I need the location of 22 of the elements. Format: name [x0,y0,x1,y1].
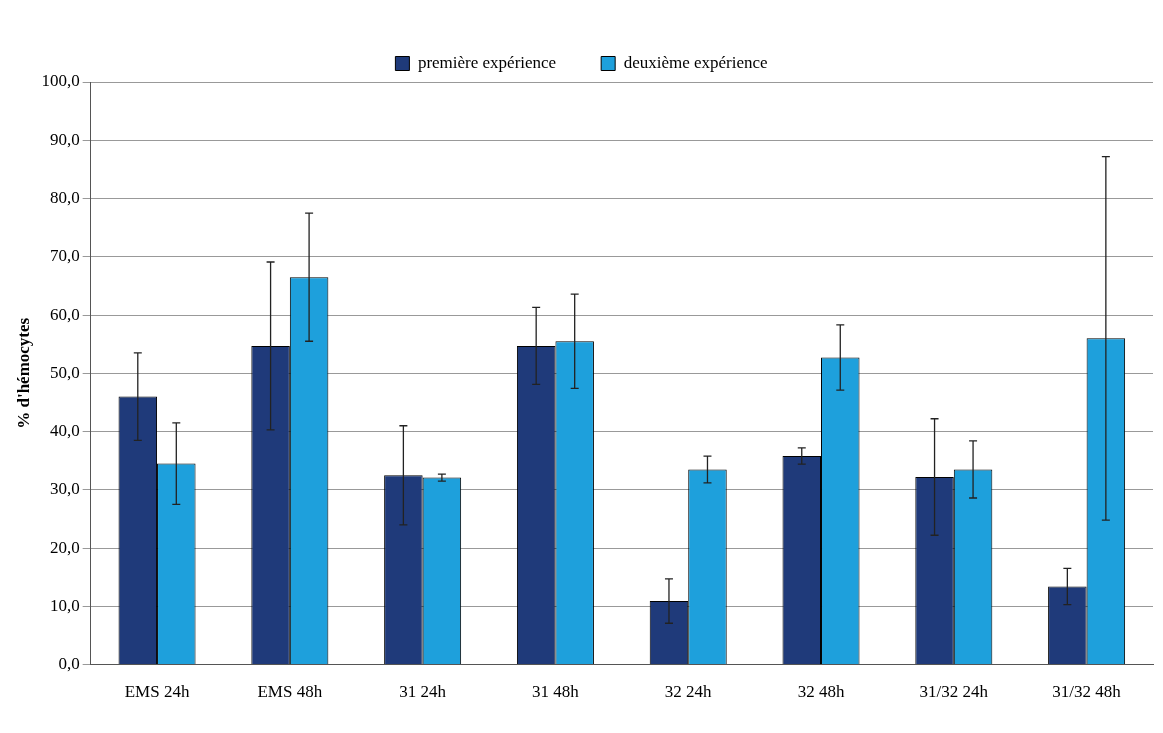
y-tick-label: 50,0 [49,362,80,382]
x-tick-label: 31 48h [532,682,580,702]
x-tick-label: 32 48h [797,682,845,702]
y-tick-label: 70,0 [49,246,80,266]
y-tick-label: 0,0 [58,654,80,674]
x-tick-label: 31/32 48h [1052,682,1122,702]
x-tick-label: 31/32 24h [919,682,989,702]
y-tick-label: 80,0 [49,187,80,207]
y-tick-label: 10,0 [49,595,80,615]
x-tick-label: EMS 24h [124,682,190,702]
y-tick-label: 20,0 [49,537,80,557]
y-axis-title: % d'hémocytes [13,317,33,429]
y-tick-label: 100,0 [41,71,80,91]
x-tick-label: 31 24h [399,682,447,702]
x-tick-label: EMS 48h [257,682,323,702]
y-tick-label: 60,0 [49,304,80,324]
y-tick-label: 90,0 [49,129,80,149]
legend-label: deuxième expérience [623,52,768,72]
y-tick-label: 40,0 [49,421,80,441]
legend-label: première expérience [417,52,557,72]
x-tick-label: 32 24h [664,682,713,702]
y-tick-label: 30,0 [49,479,80,499]
